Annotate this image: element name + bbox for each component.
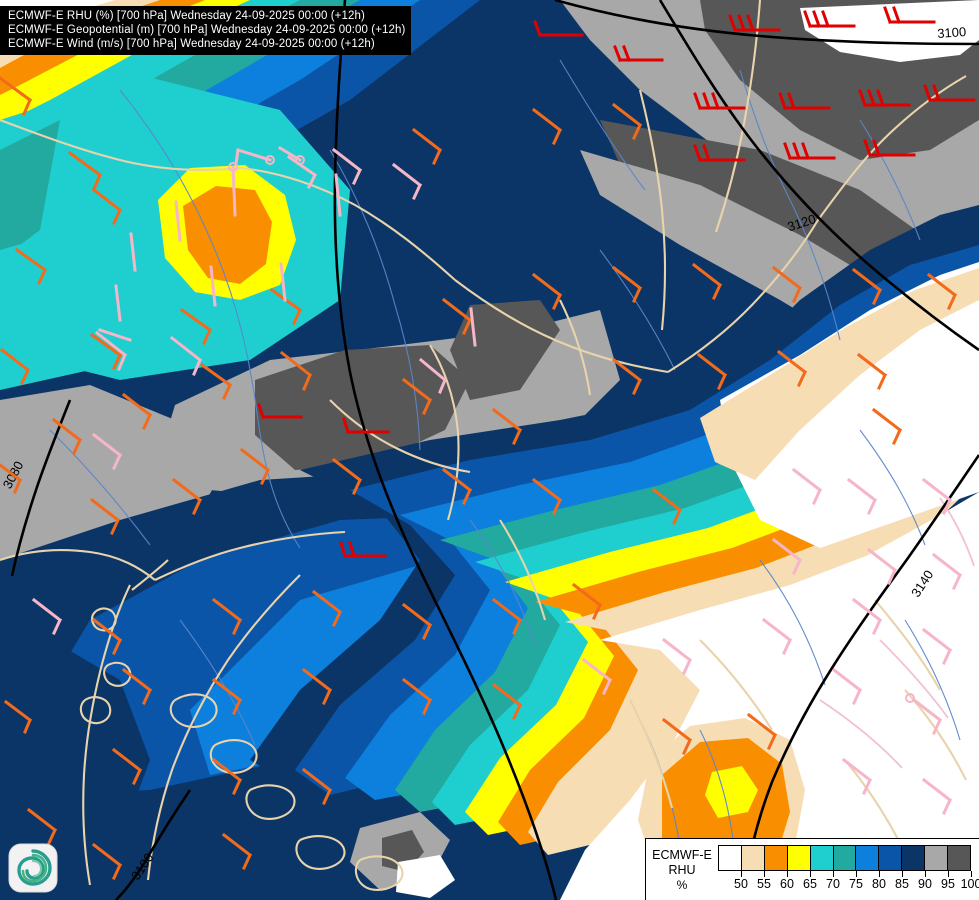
legend-swatch-7 [879,846,903,870]
wind-barbs-light [31,145,963,815]
rh-bullseye-60-65-se [705,766,758,818]
legend-unit: % [676,878,688,892]
rh-band-white-upper [800,0,979,62]
rh-dry-50-55-ne [700,268,979,480]
legend-swatch-10 [948,846,970,870]
legend-tick-80 [879,871,880,877]
legend-swatch-9 [925,846,949,870]
legend-tick-55 [764,871,765,877]
wind-barbs-moderate [0,76,958,880]
map-title-block: ECMWF-E RHU (%) [700 hPa] Wednesday 24-0… [0,6,412,55]
legend-tick-label-95: 95 [941,877,955,891]
legend-tick-label-85: 85 [895,877,909,891]
rh-field-70-75-west [0,120,60,260]
legend-swatch-5 [833,846,857,870]
title-line-geopotential: ECMWF-E Geopotential (m) [700 hPa] Wedne… [8,24,406,36]
legend-swatch-1 [741,846,765,870]
legend-tick-label-65: 65 [803,877,817,891]
legend-tick-label-80: 80 [872,877,886,891]
legend-swatch-2 [764,846,788,870]
legend-tick-label-90: 90 [918,877,932,891]
legend-tick-70 [833,871,834,877]
river-network [49,59,961,856]
legend-caption: ECMWF-E RHU % [646,839,718,900]
legend-tick-85 [902,871,903,877]
legend-swatches [718,845,971,871]
title-line-wind: ECMWF-E Wind (m/s) [700 hPa] Wednesday 2… [8,38,375,50]
legend-tick-50 [741,871,742,877]
rh-field-85-90-southwest [0,645,150,900]
title-line-rhu: ECMWF-E RHU (%) [700 hPa] Wednesday 24-0… [8,10,365,22]
geopotential-contours [10,0,979,900]
rh-patch-95-100-center-b [450,300,560,400]
legend-tick-label-70: 70 [826,877,840,891]
legend-tick-60 [787,871,788,877]
coastline-and-borders [0,0,967,891]
legend-tick-labels: 50 55 60 65 70 75 80 85 90 95 100 [718,877,979,893]
rh-patch-white-south [396,855,455,898]
legend-swatch-8 [902,846,926,870]
legend-ticks [718,871,972,877]
contour-label-3100-ne: 3100 [937,24,967,41]
rh-field-65-70-west-b [0,230,120,390]
legend-parameter: RHU [668,863,696,877]
legend-tick-label-50: 50 [734,877,748,891]
legend-model: ECMWF-E [652,848,712,862]
legend-tick-75 [856,871,857,877]
rh-bullseye-55-60-nw [183,186,272,284]
legend-swatch-3 [787,846,811,870]
legend-tick-100 [971,871,972,877]
legend-tick-65 [810,871,811,877]
legend-tick-label-55: 55 [757,877,771,891]
legend-tick-label-60: 60 [780,877,794,891]
legend-tick-95 [948,871,949,877]
legend-tick-90 [925,871,926,877]
legend-swatch-6 [856,846,880,870]
legend-swatch-0 [719,846,742,870]
colorbar-legend: ECMWF-E RHU % 50 55 60 65 70 75 80 85 90 95 100 [645,838,979,900]
legend-tick-label-75: 75 [849,877,863,891]
cyclone-swirl-logo[interactable] [8,843,58,893]
wind-barbs-strong [257,6,976,558]
legend-scale: 50 55 60 65 70 75 80 85 90 95 100 [718,839,979,900]
legend-tick-label-100: 100 [960,877,979,891]
legend-swatch-4 [810,846,834,870]
